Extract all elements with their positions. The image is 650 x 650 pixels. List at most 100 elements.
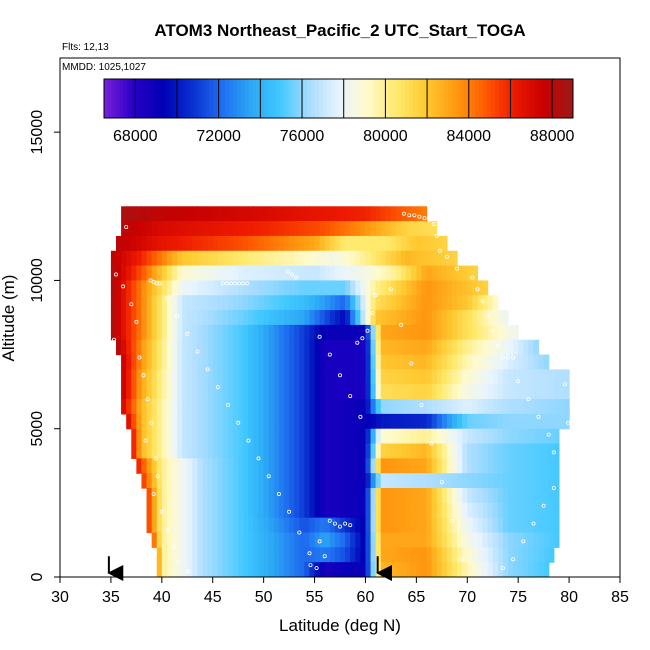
heatmap-cell — [268, 221, 275, 237]
heatmap-cell — [497, 339, 504, 356]
sample-point — [215, 385, 220, 390]
heatmap-cell — [396, 428, 402, 445]
heatmap-cell — [278, 324, 285, 341]
colorbar-segment — [272, 79, 277, 118]
heatmap-cell — [345, 562, 351, 577]
heatmap-cell — [319, 517, 326, 534]
heatmap-cell — [202, 443, 209, 459]
heatmap-cell — [446, 413, 453, 430]
sample-point — [551, 485, 556, 490]
heatmap-cell — [121, 324, 127, 341]
heatmap-cell — [273, 399, 280, 415]
heatmap-cell — [258, 488, 265, 504]
heatmap-cell — [350, 235, 356, 252]
colorbar-segment — [244, 79, 250, 118]
heatmap-cell — [304, 458, 311, 474]
heatmap-cell — [406, 502, 412, 519]
heatmap-cell — [426, 310, 433, 326]
heatmap-cell — [156, 399, 163, 415]
heatmap-cell — [299, 413, 305, 430]
heatmap-cell — [212, 443, 219, 459]
heatmap-cell — [513, 384, 519, 400]
heatmap-cell — [197, 324, 204, 341]
heatmap-cell — [467, 532, 473, 548]
heatmap-cell — [273, 280, 280, 296]
heatmap-cell — [472, 265, 479, 282]
heatmap-cell — [258, 547, 265, 563]
heatmap-cell — [161, 339, 168, 356]
sample-point — [134, 319, 139, 324]
heatmap-cell — [156, 488, 163, 504]
heatmap-cell — [212, 532, 219, 548]
heatmap-cell — [518, 547, 524, 563]
heatmap-cell — [436, 339, 443, 356]
heatmap-cell — [380, 265, 387, 282]
heatmap-cell — [467, 324, 473, 341]
heatmap-cell — [258, 354, 265, 370]
heatmap-cell — [375, 428, 382, 445]
colorbar-segment — [158, 79, 164, 118]
heatmap-cell — [345, 369, 351, 385]
heatmap-cell — [350, 413, 356, 430]
sample-point — [348, 394, 353, 399]
heatmap-cell — [396, 517, 402, 534]
heatmap-cell — [131, 369, 137, 385]
heatmap-cell — [497, 354, 504, 370]
x-tick-label: 35 — [102, 589, 120, 606]
heatmap-cell — [477, 413, 484, 430]
heatmap-cell — [319, 399, 326, 415]
sample-point — [276, 491, 281, 496]
heatmap-cell — [289, 384, 295, 400]
heatmap-cell — [202, 369, 209, 385]
heatmap-cell — [263, 310, 270, 326]
heatmap-cell — [528, 369, 535, 385]
heatmap-cell — [436, 443, 443, 459]
heatmap-cell — [345, 399, 351, 415]
heatmap-cell — [268, 339, 275, 356]
heatmap-cell — [426, 235, 433, 252]
heatmap-cell — [467, 488, 473, 504]
sample-point — [526, 397, 531, 402]
heatmap-cell — [309, 354, 316, 370]
sample-point — [444, 254, 449, 259]
heatmap-cell — [273, 532, 280, 548]
heatmap-cell — [146, 443, 153, 459]
heatmap-cell — [309, 310, 316, 326]
heatmap-cell — [508, 473, 514, 489]
heatmap-cell — [411, 413, 417, 430]
heatmap-cell — [334, 354, 341, 370]
heatmap-cell — [467, 458, 473, 474]
heatmap-cell — [263, 221, 270, 237]
heatmap-cell — [289, 339, 295, 356]
heatmap-cell — [217, 488, 224, 504]
heatmap-cell — [411, 443, 417, 459]
heatmap-cell — [396, 562, 402, 577]
heatmap-cell — [385, 547, 392, 563]
heatmap-cell — [182, 413, 188, 430]
heatmap-cell — [375, 413, 382, 430]
heatmap-cell — [452, 458, 458, 474]
heatmap-cell — [360, 295, 367, 311]
heatmap-cell — [334, 547, 341, 563]
heatmap-cell — [482, 413, 489, 430]
heatmap-cell — [452, 428, 458, 445]
heatmap-cell — [319, 562, 326, 577]
heatmap-cell — [548, 473, 555, 489]
heatmap-cell — [452, 532, 458, 548]
heatmap-cell — [207, 384, 214, 400]
heatmap-cell — [477, 562, 484, 577]
heatmap-cell — [396, 250, 402, 267]
heatmap-cell — [182, 547, 188, 563]
heatmap-cell — [375, 399, 382, 415]
heatmap-cell — [370, 221, 377, 237]
heatmap-cell — [126, 235, 132, 252]
heatmap-cell — [508, 369, 514, 385]
heatmap-cell — [268, 562, 275, 577]
heatmap-cell — [365, 235, 372, 252]
heatmap-cell — [472, 488, 479, 504]
heatmap-cell — [248, 206, 255, 222]
heatmap-cell — [487, 428, 494, 445]
heatmap-cell — [467, 354, 473, 370]
sample-point — [176, 560, 181, 565]
